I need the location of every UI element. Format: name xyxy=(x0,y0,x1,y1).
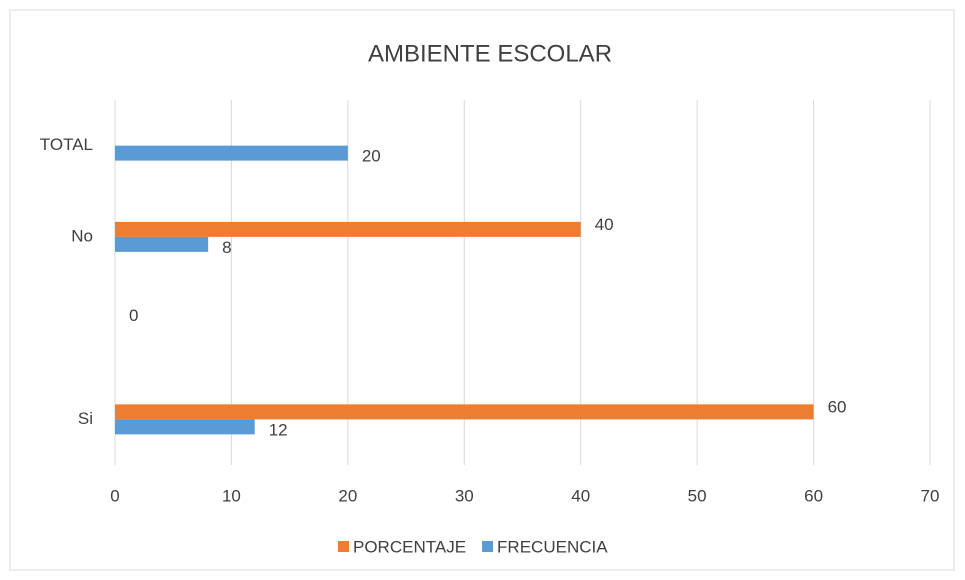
legend-label: PORCENTAJE xyxy=(353,537,466,556)
chart-title: AMBIENTE ESCOLAR xyxy=(368,40,612,67)
y-tick-label: Si xyxy=(78,409,93,428)
bar xyxy=(115,236,209,252)
value-label: 40 xyxy=(595,215,614,234)
value-label: 0 xyxy=(129,306,138,325)
value-label: 20 xyxy=(362,147,381,166)
legend-swatch xyxy=(482,541,494,552)
y-tick-label: No xyxy=(71,226,93,245)
legend-label: FRECUENCIA xyxy=(497,537,608,556)
bar xyxy=(115,221,581,237)
legend-swatch xyxy=(338,541,349,552)
x-tick-label: 40 xyxy=(571,486,590,505)
value-label: 60 xyxy=(828,397,847,416)
x-tick-label: 20 xyxy=(338,486,357,505)
value-label: 8 xyxy=(222,238,231,257)
x-tick-label: 0 xyxy=(110,486,119,505)
chart-border xyxy=(9,9,955,571)
value-label: 12 xyxy=(269,420,288,439)
x-tick-label: 30 xyxy=(455,486,474,505)
bar xyxy=(115,404,814,420)
bar xyxy=(115,145,348,161)
x-tick-label: 10 xyxy=(222,486,241,505)
x-tick-label: 60 xyxy=(804,486,823,505)
x-tick-label: 50 xyxy=(688,486,707,505)
bar xyxy=(115,419,255,435)
y-tick-label: TOTAL xyxy=(40,135,93,154)
x-tick-label: 70 xyxy=(921,486,940,505)
